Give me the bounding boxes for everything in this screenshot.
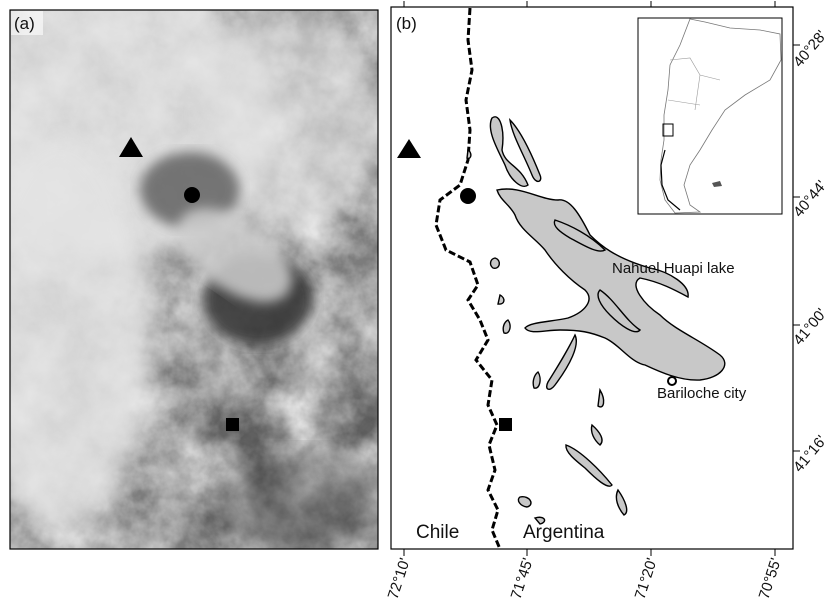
lon-tick-label: 71°45'	[508, 556, 537, 602]
lat-tick-label: 40°44'	[790, 177, 830, 220]
city-marker	[668, 377, 676, 385]
lat-tick-labels: 40°28' 40°44' 41°00' 41°16'	[790, 27, 830, 475]
lat-tick-label: 41°16'	[790, 432, 830, 475]
country-label: Chile	[416, 522, 459, 543]
figure: (a) (b) Nahuel Huapi lake Bariloche city…	[0, 0, 836, 610]
square-marker	[226, 418, 239, 431]
satellite-image	[0, 0, 420, 560]
panel-label: (a)	[14, 14, 35, 33]
lon-tick-label: 70°55'	[756, 556, 785, 602]
city-label: Bariloche city	[657, 385, 747, 402]
circle-marker	[460, 188, 476, 204]
lon-tick-labels: 72°10' 71°45' 71°20' 70°55'	[385, 556, 785, 602]
lat-tick-label: 41°00'	[790, 305, 830, 348]
country-label: Argentina	[523, 522, 605, 543]
panel-label: (b)	[396, 14, 417, 33]
lat-tick-label: 40°28'	[790, 27, 830, 70]
lon-tick-label: 72°10'	[385, 556, 414, 602]
lake-label: Nahuel Huapi lake	[612, 260, 735, 277]
inset-map	[638, 18, 782, 214]
square-marker	[499, 418, 512, 431]
circle-marker	[184, 187, 200, 203]
lon-tick-label: 71°20'	[632, 556, 661, 602]
